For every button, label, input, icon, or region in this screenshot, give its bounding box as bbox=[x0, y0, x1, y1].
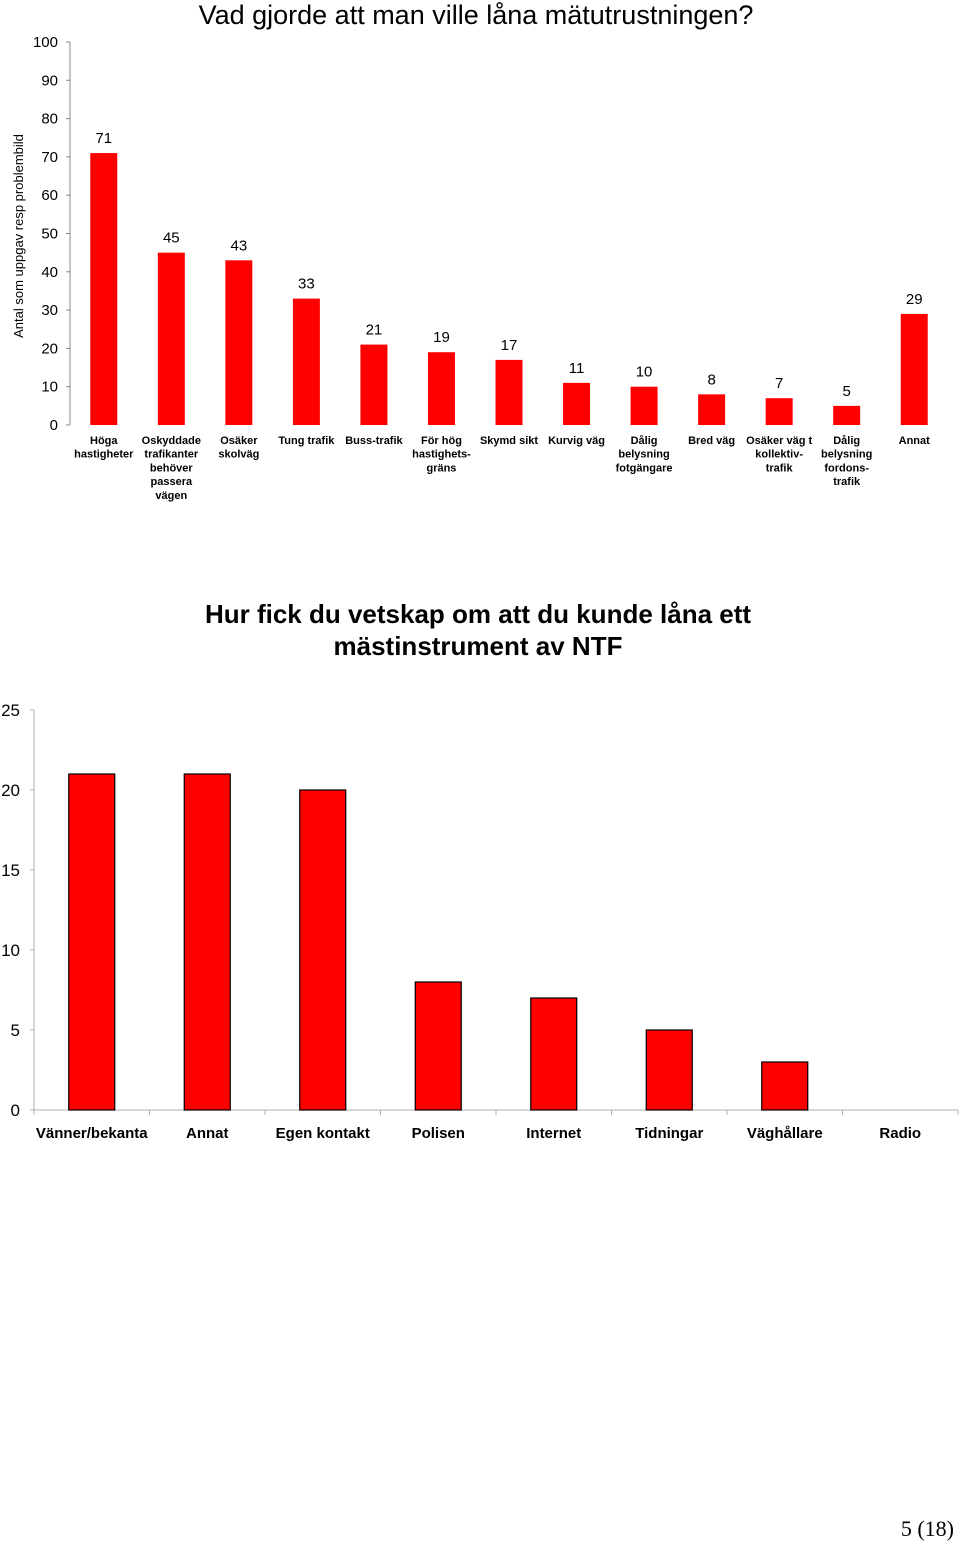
chart1-category-label: Bred väg bbox=[688, 435, 735, 447]
chart1-y-axis-label: Antal som uppgav resp problembild bbox=[11, 134, 26, 338]
chart1-data-label: 33 bbox=[298, 276, 315, 293]
chart1-bar bbox=[563, 382, 591, 425]
chart1-data-label: 43 bbox=[231, 237, 248, 254]
chart1-data-label: 11 bbox=[569, 360, 585, 377]
chart1-category-label: Höga hastigheter bbox=[74, 435, 134, 461]
chart1-title: Vad gjorde att man ville låna mätutrustn… bbox=[199, 0, 754, 30]
chart2-category-label: Tidningar bbox=[635, 1125, 703, 1142]
chart1-category-label: Dålig belysning fotgängare bbox=[616, 435, 673, 474]
chart2-y-tick-label: 25 bbox=[1, 701, 20, 720]
chart2-title-line-2: mästinstrument av NTF bbox=[334, 631, 623, 661]
chart2-category-label: Egen kontakt bbox=[276, 1125, 370, 1142]
chart2-category-label: Vänner/bekanta bbox=[36, 1125, 148, 1142]
chart1-bar bbox=[833, 405, 861, 425]
chart1-data-label: 29 bbox=[906, 291, 923, 308]
chart1-category-label: Skymd sikt bbox=[480, 435, 538, 447]
chart1-bar bbox=[292, 298, 320, 425]
chart1-y-tick-label: 70 bbox=[41, 149, 58, 166]
chart1-bar bbox=[900, 313, 928, 425]
chart1-data-label: 21 bbox=[366, 322, 383, 339]
chart1-y-tick-label: 0 bbox=[50, 417, 58, 434]
chart1-bar bbox=[630, 386, 658, 425]
chart1-data-label: 45 bbox=[163, 230, 180, 247]
chart2-category-label: Polisen bbox=[412, 1125, 465, 1142]
chart1-bar bbox=[157, 252, 185, 425]
chart2-bar bbox=[530, 997, 578, 1111]
chart1-y-tick-label: 10 bbox=[41, 379, 58, 396]
chart2-y-tick-label: 0 bbox=[11, 1101, 20, 1120]
chart2-bar bbox=[299, 789, 347, 1111]
chart2-category-label: Internet bbox=[526, 1125, 581, 1142]
chart1-category-label: Osäker skolväg bbox=[218, 435, 259, 461]
chart1-category-labels: Höga hastigheter Oskyddade trafikanter behöv… bbox=[74, 435, 930, 502]
page-number: 5 (18) bbox=[900, 1516, 954, 1541]
chart1-bar bbox=[765, 398, 793, 425]
chart1-category-label: Osäker väg t kollektiv-trafik bbox=[746, 435, 812, 474]
chart1-category-label: Annat bbox=[899, 435, 931, 447]
chart2-category-labels: Vänner/bekanta Annat Egen kontakt Polisen In… bbox=[36, 1125, 921, 1142]
chart1-data-label: 5 bbox=[843, 383, 851, 400]
chart1-data-label: 8 bbox=[707, 371, 715, 388]
chart1-y-tick-label: 100 bbox=[33, 34, 58, 51]
chart1-data-label: 19 bbox=[433, 329, 450, 346]
chart2-bar bbox=[68, 773, 116, 1111]
chart1-y-tick-label: 20 bbox=[41, 340, 58, 357]
chart1-bar bbox=[427, 352, 455, 425]
chart2-category-label: Annat bbox=[186, 1125, 229, 1142]
chart1-category-label: Oskyddade trafikanter behöver passera vägen bbox=[142, 435, 201, 502]
chart1-bars bbox=[90, 153, 928, 425]
chart1-category-label: Buss-trafik bbox=[345, 435, 403, 447]
chart1-bar bbox=[360, 344, 388, 425]
chart2-y-tick-label: 15 bbox=[1, 861, 20, 880]
chart2-category-label: Väghållare bbox=[747, 1125, 823, 1142]
chart2-category-label: Radio bbox=[879, 1125, 921, 1142]
chart1-data-labels: 71 45 43 33 21 19 17 11 10 8 7 5 29 bbox=[95, 130, 922, 400]
chart1-bar bbox=[698, 394, 726, 425]
chart2-axes: 0 5 10 15 20 25 bbox=[1, 701, 959, 1120]
chart1-y-tick-label: 80 bbox=[41, 111, 58, 128]
chart1-bar bbox=[225, 260, 253, 425]
chart-source: Hur fick du vetskap om att du kunde låna… bbox=[1, 599, 959, 1142]
chart1-bar bbox=[90, 153, 118, 425]
chart2-title-line-1: Hur fick du vetskap om att du kunde låna… bbox=[205, 599, 751, 629]
chart2-bar bbox=[645, 1029, 693, 1111]
chart1-data-label: 10 bbox=[636, 364, 653, 381]
chart2-bar bbox=[414, 981, 462, 1111]
chart1-category-label: Tung trafik bbox=[278, 435, 335, 447]
chart2-y-tick-label: 20 bbox=[1, 781, 20, 800]
chart2-bars bbox=[68, 773, 809, 1111]
chart1-category-label: För hög hastighets-gräns bbox=[412, 435, 471, 474]
chart2-y-tick-label: 10 bbox=[1, 941, 20, 960]
chart1-data-label: 71 bbox=[95, 130, 112, 147]
chart1-data-label: 17 bbox=[501, 337, 518, 354]
chart2-bar bbox=[183, 773, 231, 1111]
chart1-y-tick-label: 50 bbox=[41, 226, 58, 243]
chart1-category-label: Kurvig väg bbox=[548, 435, 605, 447]
chart1-data-label: 7 bbox=[775, 375, 783, 392]
chart1-y-tick-label: 90 bbox=[41, 72, 58, 89]
chart1-bar bbox=[495, 359, 523, 425]
chart1-category-label: Dålig belysning fordons-trafik bbox=[821, 435, 872, 488]
chart1-y-tick-label: 40 bbox=[41, 264, 58, 281]
chart1-y-tick-label: 30 bbox=[41, 302, 58, 319]
chart2-y-tick-label: 5 bbox=[11, 1021, 20, 1040]
chart2-bar bbox=[761, 1061, 809, 1111]
chart1-y-tick-label: 60 bbox=[41, 187, 58, 204]
chart1-axes: 0 10 20 30 40 50 60 70 80 90 100 bbox=[33, 34, 71, 434]
chart-reasons: Vad gjorde att man ville låna mätutrustn… bbox=[11, 0, 930, 502]
